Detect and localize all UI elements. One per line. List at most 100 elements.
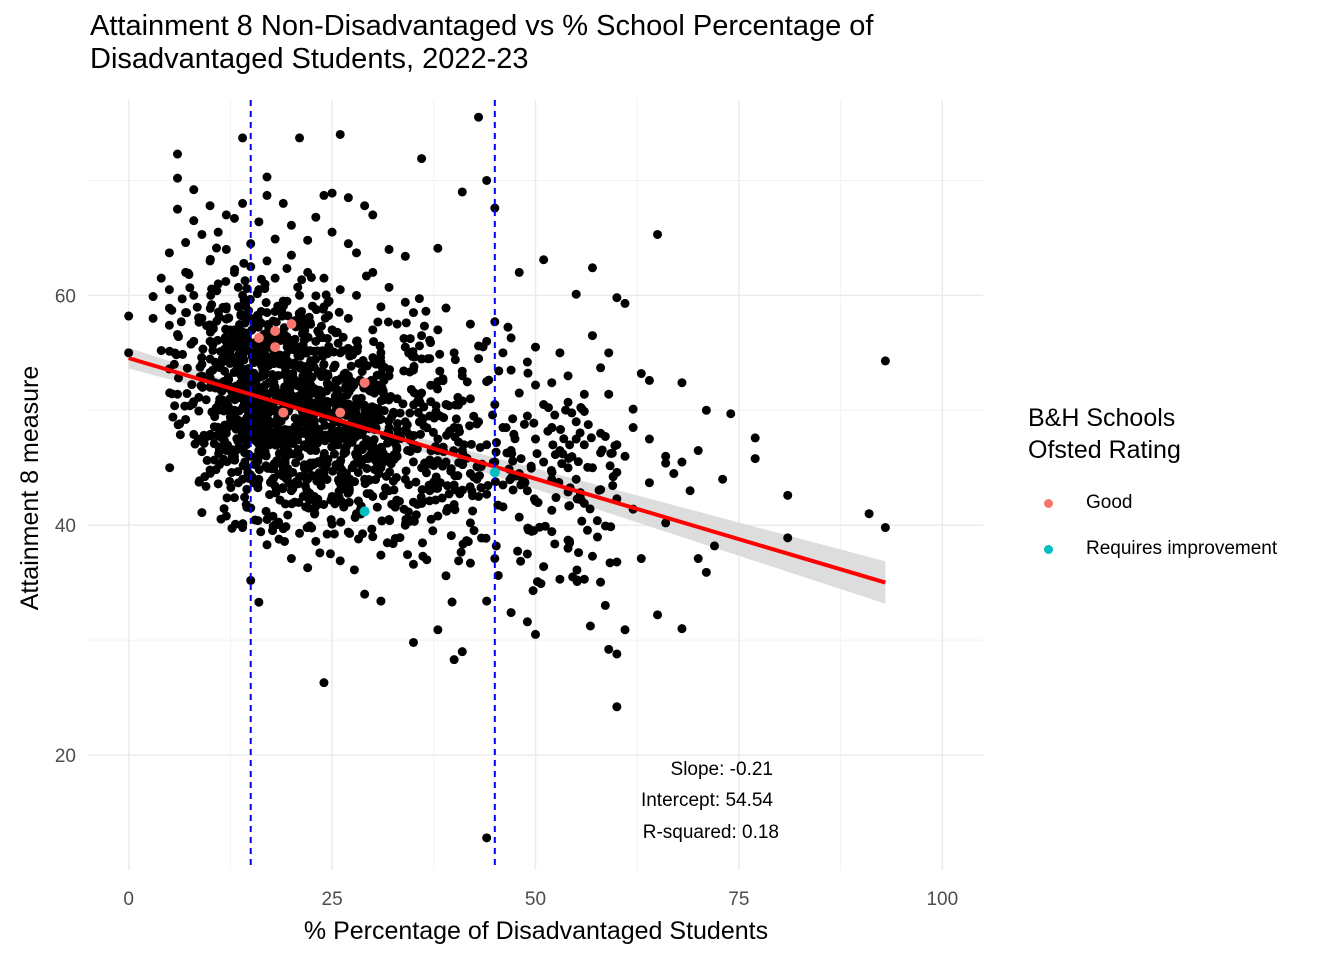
data-point bbox=[539, 255, 549, 265]
data-point bbox=[369, 337, 379, 347]
data-point bbox=[376, 369, 386, 379]
data-point bbox=[362, 463, 372, 473]
tick-labels: 0 25 50 75 100 20 40 60 bbox=[55, 286, 958, 910]
data-point bbox=[378, 491, 388, 501]
data-point bbox=[514, 267, 524, 277]
data-point bbox=[261, 506, 271, 516]
data-point bbox=[230, 395, 240, 405]
y-tick-label: 20 bbox=[55, 746, 76, 767]
data-point bbox=[585, 621, 595, 631]
data-point bbox=[238, 198, 248, 208]
data-point bbox=[277, 306, 287, 316]
data-point bbox=[189, 185, 199, 195]
data-point bbox=[435, 366, 445, 376]
data-point bbox=[272, 430, 282, 440]
data-point bbox=[600, 431, 610, 441]
data-point bbox=[256, 527, 266, 537]
data-point bbox=[259, 441, 269, 451]
data-point bbox=[386, 455, 396, 465]
data-point bbox=[194, 392, 204, 402]
data-point bbox=[531, 434, 540, 444]
data-point bbox=[227, 523, 237, 533]
data-point bbox=[571, 417, 581, 427]
data-point bbox=[438, 376, 448, 386]
data-point bbox=[235, 320, 245, 330]
data-point bbox=[433, 434, 443, 444]
data-point bbox=[205, 254, 215, 264]
data-point bbox=[514, 388, 524, 398]
data-point bbox=[333, 399, 343, 409]
data-point bbox=[367, 524, 377, 534]
data-point bbox=[551, 493, 561, 503]
data-point bbox=[274, 534, 284, 544]
data-point bbox=[576, 495, 586, 505]
data-point bbox=[605, 558, 615, 568]
data-point bbox=[524, 524, 534, 534]
points bbox=[124, 112, 890, 843]
data-point bbox=[253, 454, 263, 464]
data-point bbox=[437, 493, 447, 503]
data-point bbox=[173, 149, 182, 159]
data-point bbox=[242, 283, 252, 293]
data-point bbox=[419, 321, 429, 331]
data-point bbox=[375, 341, 385, 351]
highlight-point bbox=[270, 342, 281, 353]
data-point bbox=[604, 644, 614, 654]
data-point bbox=[644, 434, 654, 444]
data-point bbox=[369, 357, 379, 367]
data-point bbox=[319, 190, 329, 200]
data-point bbox=[587, 263, 597, 273]
data-point bbox=[467, 486, 477, 496]
data-point bbox=[219, 356, 229, 366]
data-point bbox=[238, 519, 248, 529]
data-point bbox=[465, 518, 475, 528]
data-point bbox=[295, 290, 305, 300]
data-point bbox=[219, 406, 229, 416]
data-point bbox=[506, 608, 516, 618]
data-point bbox=[240, 457, 250, 467]
data-point bbox=[322, 529, 332, 539]
data-point bbox=[295, 528, 305, 538]
data-point bbox=[547, 505, 557, 515]
y-axis-title: Attainment 8 measure bbox=[16, 366, 44, 611]
annotation-intercept: Intercept: 54.54 bbox=[641, 790, 773, 811]
data-point bbox=[260, 380, 270, 390]
data-point bbox=[413, 408, 423, 418]
data-point bbox=[420, 458, 430, 468]
data-point bbox=[612, 557, 622, 567]
data-point bbox=[408, 559, 418, 569]
data-point bbox=[592, 532, 602, 542]
legend-key-good bbox=[1044, 498, 1053, 508]
data-point bbox=[726, 409, 736, 419]
data-point bbox=[610, 441, 620, 451]
data-point bbox=[555, 574, 565, 584]
data-point bbox=[233, 478, 243, 488]
data-point bbox=[478, 342, 488, 352]
data-point bbox=[261, 298, 271, 308]
data-point bbox=[508, 485, 518, 495]
data-point bbox=[441, 303, 451, 313]
x-tick-label: 50 bbox=[525, 889, 546, 910]
data-point bbox=[565, 538, 575, 548]
data-point bbox=[409, 400, 419, 410]
data-point bbox=[587, 551, 597, 561]
data-point bbox=[213, 227, 223, 237]
data-point bbox=[280, 499, 290, 509]
data-point bbox=[217, 386, 227, 396]
data-point bbox=[653, 610, 663, 620]
data-point bbox=[327, 227, 337, 237]
data-point bbox=[426, 397, 436, 407]
data-point bbox=[303, 398, 313, 408]
data-point bbox=[389, 485, 399, 495]
data-point bbox=[293, 282, 303, 292]
x-tick-label: 0 bbox=[123, 889, 134, 910]
data-point bbox=[241, 404, 251, 414]
data-point bbox=[221, 210, 231, 220]
data-point bbox=[164, 320, 174, 330]
data-point bbox=[408, 308, 418, 318]
data-point bbox=[442, 430, 452, 440]
reference-lines bbox=[249, 100, 496, 870]
data-point bbox=[395, 408, 405, 418]
data-point bbox=[620, 298, 630, 308]
data-point bbox=[474, 112, 484, 122]
